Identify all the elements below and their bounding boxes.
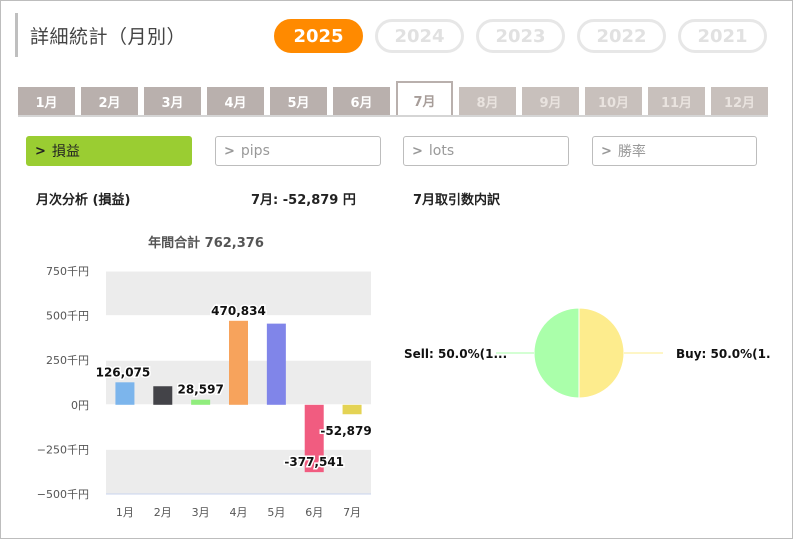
x-tick-label: 1月: [116, 506, 134, 519]
x-tick-label: 5月: [267, 506, 285, 519]
pie-label-sell: Sell: 50.0%(1...: [404, 347, 507, 361]
pie-slice-buy: [578, 307, 625, 399]
bar-3月: [191, 399, 211, 405]
y-tick-label: 0円: [71, 399, 89, 412]
x-tick-label: 2月: [154, 506, 172, 519]
data-label: 126,075: [96, 365, 151, 379]
bar-2月: [153, 386, 173, 405]
tab-month-5[interactable]: 5月: [270, 87, 327, 117]
tab-month-10[interactable]: 10月: [585, 87, 642, 117]
bar-5月: [266, 323, 286, 405]
y-tick-label: −500千円: [37, 488, 89, 501]
filter-winrate-label: 勝率: [617, 144, 646, 160]
filter-winrate-button[interactable]: > 勝率: [592, 136, 757, 166]
year-2024-button[interactable]: 2024: [375, 19, 464, 53]
data-label: 470,834: [211, 304, 266, 318]
year-selector: 2025 2024 2023 2022 2021: [274, 19, 767, 53]
data-label: -377,541: [284, 455, 344, 469]
bar-6月: [304, 404, 324, 473]
filter-profit-button[interactable]: > 損益: [26, 136, 192, 166]
plot-band: [106, 449, 371, 494]
x-tick-label: 6月: [305, 506, 323, 519]
y-tick-label: 500千円: [46, 310, 89, 323]
tab-month-12[interactable]: 12月: [711, 87, 768, 117]
bar-4月: [229, 320, 248, 405]
tab-month-2[interactable]: 2月: [81, 87, 138, 117]
year-2022-button[interactable]: 2022: [577, 19, 666, 53]
tab-month-8[interactable]: 8月: [459, 87, 516, 117]
page-title: 詳細統計（月別）: [30, 25, 187, 48]
x-tick-label: 4月: [230, 506, 248, 519]
year-2021-button[interactable]: 2021: [678, 19, 767, 53]
y-tick-label: 250千円: [46, 354, 89, 367]
data-label: -52,879: [320, 424, 371, 438]
month-profit-value: 7月: -52,879 円: [251, 193, 356, 208]
filter-pips-button[interactable]: > pips: [215, 136, 381, 166]
tab-divider: [18, 115, 768, 117]
pie-label-buy: Buy: 50.0%(1...: [676, 347, 771, 361]
bar-1月: [115, 382, 135, 405]
monthly-profit-bar-chart: 年間合計 762,376 750千円 500千円 250千円 0円 −250千円 −500千…: [37, 235, 373, 519]
year-2023-button[interactable]: 2023: [476, 19, 565, 53]
filter-lots-label: lots: [428, 143, 455, 159]
tab-month-1[interactable]: 1月: [18, 87, 75, 117]
trade-breakdown-pie-chart: Sell: 50.0%(1... Buy: 50.0%(1...: [404, 307, 771, 399]
tab-month-11[interactable]: 11月: [648, 87, 705, 117]
trade-breakdown-title: 7月取引数内訳: [413, 193, 501, 208]
y-tick-label: −250千円: [37, 443, 89, 456]
data-label: 28,597: [177, 383, 223, 397]
title-bar: 詳細統計（月別）: [15, 13, 186, 57]
year-2025-button[interactable]: 2025: [274, 19, 363, 53]
x-tick-label: 7月: [343, 506, 361, 519]
chevron-right-icon: >: [601, 143, 612, 159]
tab-month-7[interactable]: 7月: [396, 81, 453, 117]
monthly-analysis-title: 月次分析 (損益): [36, 193, 131, 208]
filter-pips-label: pips: [240, 143, 270, 159]
tab-month-4[interactable]: 4月: [207, 87, 264, 117]
month-tabs: 1月 2月 3月 4月 5月 6月 7月 8月 9月 10月 11月 12月: [18, 81, 768, 117]
filter-lots-button[interactable]: > lots: [403, 136, 569, 166]
bar-7月: [342, 404, 362, 415]
chevron-right-icon: >: [412, 143, 423, 159]
chart-title: 年間合計 762,376: [148, 235, 264, 251]
chevron-right-icon: >: [35, 143, 46, 159]
chevron-right-icon: >: [224, 143, 235, 159]
tab-month-3[interactable]: 3月: [144, 87, 201, 117]
plot-band: [106, 271, 371, 316]
x-tick-label: 3月: [192, 506, 210, 519]
tab-month-6[interactable]: 6月: [333, 87, 390, 117]
y-tick-label: 750千円: [46, 265, 89, 278]
tab-month-9[interactable]: 9月: [522, 87, 579, 117]
filter-profit-label: 損益: [51, 144, 80, 160]
pie-slice-sell: [533, 307, 580, 399]
